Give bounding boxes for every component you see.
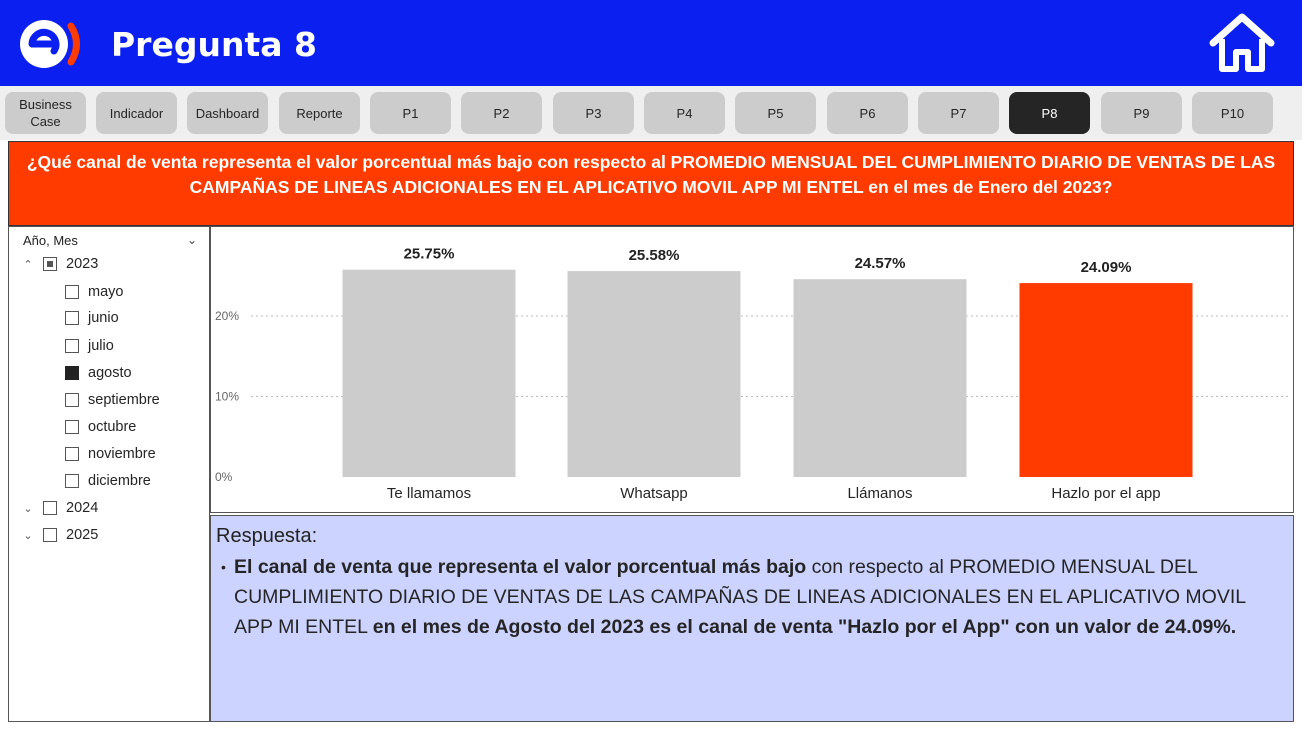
bar-chart: 0% 10% 20% 25.75% Te llamamos 25.58% Whatsapp 2… bbox=[210, 226, 1294, 513]
nav-p5-button[interactable]: P5 bbox=[735, 92, 816, 134]
slicer-month-label: agosto bbox=[88, 365, 132, 381]
x-tick-label: Whatsapp bbox=[620, 485, 688, 502]
answer-panel: Respuesta: • El canal de venta que repre… bbox=[210, 515, 1294, 722]
nav-p7-button[interactable]: P7 bbox=[918, 92, 999, 134]
nav-p10-button[interactable]: P10 bbox=[1192, 92, 1273, 134]
slicer-month-diciembre[interactable]: diciembre bbox=[65, 471, 151, 491]
navigation-bar: Business Case Indicador Dashboard Report… bbox=[0, 86, 1302, 140]
slicer-month-label: junio bbox=[88, 310, 119, 326]
checkbox[interactable] bbox=[65, 420, 79, 434]
y-tick-label: 20% bbox=[215, 309, 239, 323]
data-label: 24.57% bbox=[855, 255, 906, 272]
bar bbox=[1019, 283, 1193, 477]
header-bar: Pregunta 8 bbox=[0, 0, 1302, 86]
checkbox[interactable] bbox=[43, 528, 57, 542]
bar bbox=[342, 269, 516, 477]
checkbox[interactable] bbox=[65, 339, 79, 353]
answer-bold-conclusion: en el mes de Agosto del 2023 es el canal… bbox=[372, 616, 1237, 638]
checkbox-partial[interactable] bbox=[43, 257, 57, 271]
x-tick-label: Te llamamos bbox=[387, 485, 471, 502]
nav-business-case-button[interactable]: Business Case bbox=[5, 92, 86, 134]
slicer-year-2024[interactable]: ⌄ 2024 bbox=[21, 498, 98, 518]
nav-p6-button[interactable]: P6 bbox=[827, 92, 908, 134]
slicer-month-label: mayo bbox=[88, 284, 124, 300]
nav-p1-button[interactable]: P1 bbox=[370, 92, 451, 134]
checkbox-checked[interactable] bbox=[65, 366, 79, 380]
slicer-month-label: noviembre bbox=[88, 446, 156, 462]
slicer-month-label: julio bbox=[88, 338, 114, 354]
slicer-month-label: septiembre bbox=[88, 392, 160, 408]
nav-reporte-button[interactable]: Reporte bbox=[279, 92, 360, 134]
checkbox[interactable] bbox=[65, 311, 79, 325]
slicer-month-julio[interactable]: julio bbox=[65, 336, 114, 356]
chevron-down-icon[interactable]: ⌄ bbox=[23, 529, 33, 542]
slicer-month-junio[interactable]: junio bbox=[65, 308, 119, 328]
nav-p2-button[interactable]: P2 bbox=[461, 92, 542, 134]
slicer-year-2025[interactable]: ⌄ 2025 bbox=[21, 525, 98, 545]
slicer-month-label: octubre bbox=[88, 419, 137, 435]
slicer-year-2023[interactable]: ⌃ 2023 bbox=[21, 254, 98, 274]
entel-logo-icon bbox=[20, 20, 80, 68]
bar-chart-svg: 0% 10% 20% 25.75% Te llamamos 25.58% Whatsapp 2… bbox=[215, 246, 1291, 502]
slicer-year-label: 2023 bbox=[66, 256, 99, 272]
nav-p8-button[interactable]: P8 bbox=[1009, 92, 1090, 134]
question-banner: ¿Qué canal de venta representa el valor … bbox=[8, 141, 1294, 226]
slicer-year-label: 2024 bbox=[66, 500, 99, 516]
bullet-icon: • bbox=[221, 559, 226, 575]
answer-text: • El canal de venta que representa el va… bbox=[221, 552, 1274, 642]
slicer-month-noviembre[interactable]: noviembre bbox=[65, 444, 156, 464]
checkbox[interactable] bbox=[65, 285, 79, 299]
checkbox[interactable] bbox=[65, 393, 79, 407]
data-label: 25.58% bbox=[629, 247, 680, 264]
checkbox[interactable] bbox=[65, 447, 79, 461]
nav-p9-button[interactable]: P9 bbox=[1101, 92, 1182, 134]
chevron-down-icon[interactable]: ⌄ bbox=[186, 233, 197, 247]
slicer-month-mayo[interactable]: mayo bbox=[65, 282, 123, 302]
page-title: Pregunta 8 bbox=[111, 25, 317, 64]
slicer-year-label: 2025 bbox=[66, 527, 99, 543]
answer-title: Respuesta: bbox=[216, 525, 318, 547]
nav-p3-button[interactable]: P3 bbox=[553, 92, 634, 134]
x-tick-label: Llámanos bbox=[847, 485, 912, 502]
checkbox[interactable] bbox=[43, 501, 57, 515]
y-tick-label: 10% bbox=[215, 390, 239, 404]
chevron-down-icon[interactable]: ⌄ bbox=[23, 502, 33, 515]
data-label: 24.09% bbox=[1081, 259, 1132, 276]
slicer-month-agosto[interactable]: agosto bbox=[65, 363, 132, 383]
data-label: 25.75% bbox=[404, 246, 455, 263]
bar bbox=[793, 279, 967, 477]
slicer-month-septiembre[interactable]: septiembre bbox=[65, 390, 160, 410]
chevron-up-icon[interactable]: ⌃ bbox=[23, 258, 33, 271]
answer-bold-lead: El canal de venta que representa el valo… bbox=[234, 556, 807, 578]
x-tick-label: Hazlo por el app bbox=[1051, 485, 1160, 502]
y-tick-label: 0% bbox=[215, 470, 233, 484]
bar bbox=[567, 271, 741, 477]
home-icon[interactable] bbox=[1207, 12, 1277, 74]
slicer-header: Año, Mes bbox=[23, 233, 78, 248]
nav-dashboard-button[interactable]: Dashboard bbox=[187, 92, 268, 134]
answer-middle: con respecto al PROMEDIO MENSUAL DEL CUM… bbox=[234, 556, 1246, 638]
slicer-month-octubre[interactable]: octubre bbox=[65, 417, 136, 437]
year-month-slicer: Año, Mes ⌄ ⌃ 2023 mayo junio julio agost… bbox=[8, 226, 210, 722]
checkbox[interactable] bbox=[65, 474, 79, 488]
slicer-month-label: diciembre bbox=[88, 473, 151, 489]
nav-p4-button[interactable]: P4 bbox=[644, 92, 725, 134]
nav-indicador-button[interactable]: Indicador bbox=[96, 92, 177, 134]
